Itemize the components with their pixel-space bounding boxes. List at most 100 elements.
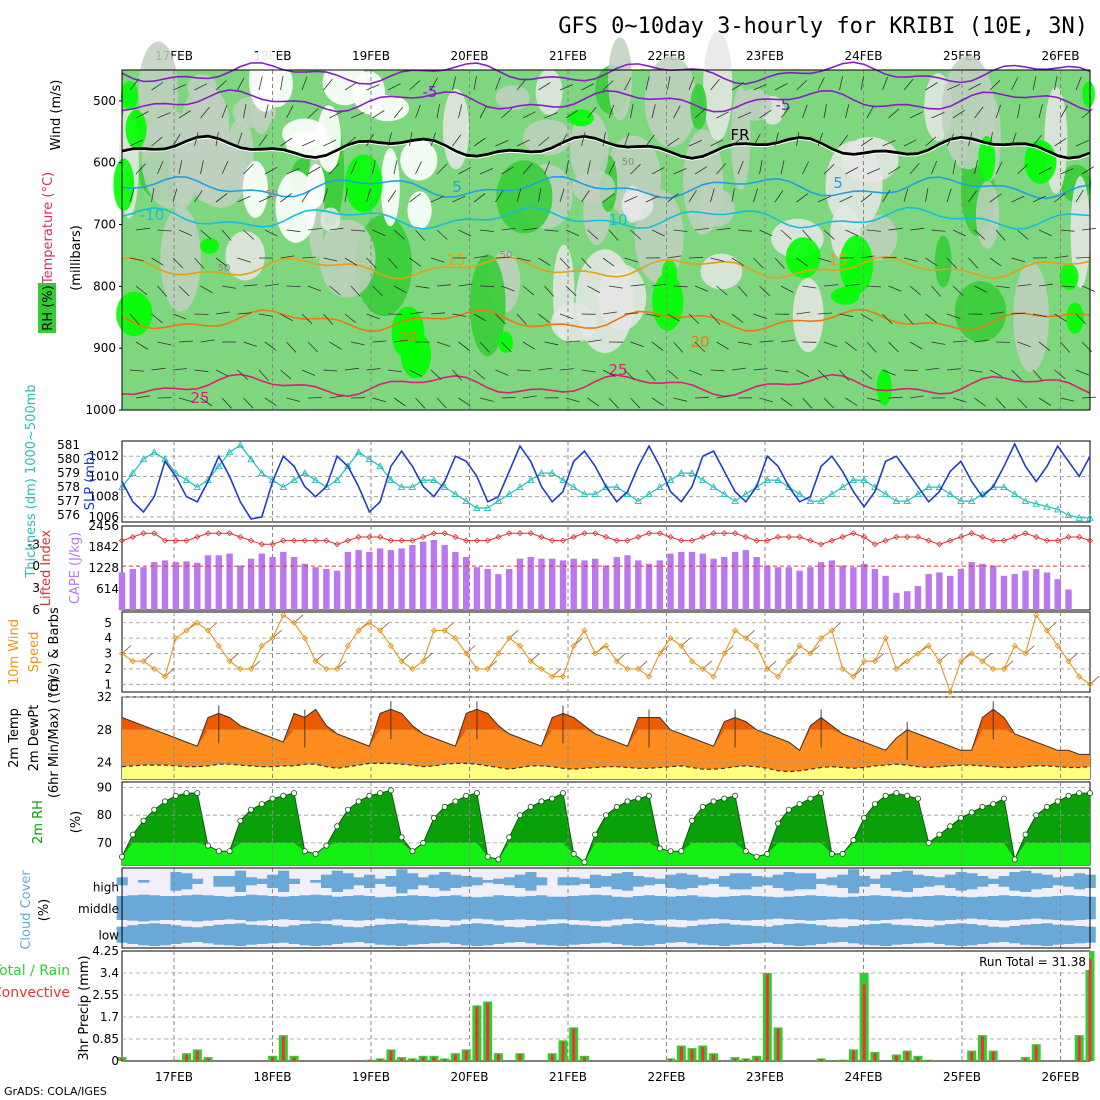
- wind-barb: [1075, 257, 1091, 259]
- rh-point: [732, 792, 739, 799]
- cloud-cell: [837, 874, 849, 888]
- wind-speed-point: [688, 658, 696, 665]
- slp-line: [121, 442, 1091, 520]
- cloud-cell: [805, 924, 817, 946]
- thickness-point: [354, 448, 363, 456]
- wind-barb: [774, 257, 785, 269]
- wind-speed-point: [333, 665, 341, 673]
- rh-point: [452, 798, 459, 805]
- thickness-point: [301, 469, 309, 477]
- wind-speed-point: [409, 665, 416, 673]
- wind-barb: [602, 311, 617, 315]
- wind-barb: [366, 84, 380, 91]
- wind-barb: [559, 188, 565, 203]
- precip-panel-frame: [121, 950, 1091, 1062]
- lifted-index-point: [237, 533, 244, 541]
- cloud-cell: [869, 878, 881, 884]
- wind-barb: [839, 76, 843, 91]
- wind-barb: [759, 397, 774, 403]
- precip-convective-bar: [970, 1051, 974, 1061]
- precip-convective-bar: [271, 1057, 275, 1061]
- wind-speed-point: [452, 635, 459, 642]
- wind-speed-point: [527, 658, 534, 665]
- temperature-contour-25: [121, 373, 1091, 398]
- cloud-cell: [977, 876, 989, 887]
- cloud-cell: [224, 924, 236, 946]
- wind-speed-point: [269, 635, 276, 642]
- cloud-cell: [568, 896, 580, 920]
- thickness-point: [408, 483, 417, 491]
- thickness-point: [914, 490, 922, 498]
- wind-barb: [221, 104, 228, 119]
- wind-barb: [415, 161, 422, 175]
- cloud-cell: [374, 924, 386, 945]
- temperature-contour-freezing-inner: [121, 137, 1091, 161]
- cloud-cell: [977, 925, 989, 944]
- wind-barb: [845, 167, 859, 175]
- wind-tick-label: 5: [104, 616, 112, 630]
- thickness-point: [419, 476, 427, 484]
- wind-barb: [780, 229, 792, 240]
- cloud-panel-frame: [121, 867, 1091, 949]
- rh-point: [506, 834, 513, 841]
- lifted-index-point: [602, 533, 610, 541]
- precip-convective-bar: [421, 1057, 425, 1061]
- cape-bar: [613, 557, 620, 610]
- wind-speed-point: [990, 665, 997, 673]
- wind-barb: [436, 163, 448, 175]
- run-total-text: Run Total = 31.38: [979, 955, 1086, 969]
- wind-barb: [1017, 229, 1029, 240]
- cloud-cell: [353, 895, 365, 921]
- wind-speed-point: [559, 673, 567, 680]
- cloud-cell: [729, 873, 741, 890]
- wind-barb: [1075, 189, 1084, 203]
- cloud-cell: [170, 872, 182, 891]
- wind-barb: [329, 111, 343, 119]
- cloud-cell: [224, 896, 236, 920]
- wind-speed-point: [538, 665, 545, 673]
- wind-speed-point: [914, 650, 922, 657]
- rh-point: [129, 831, 136, 838]
- wind-barb: [1081, 166, 1095, 175]
- wind-barb: [430, 77, 438, 91]
- wind-barb: [903, 139, 917, 147]
- date-label-bottom: 25FEB: [943, 1070, 981, 1084]
- wind-barb: [909, 285, 921, 296]
- wind-barb: [458, 283, 473, 287]
- cloud-cell: [471, 897, 483, 919]
- cape-bar: [882, 575, 889, 610]
- temp-axis-label-2: 2m DewPt: [27, 705, 42, 772]
- wind-barb: [495, 76, 501, 91]
- wind-barb: [845, 341, 857, 351]
- wind-barb: [645, 195, 659, 203]
- wind-barb: [350, 229, 366, 232]
- rh-point: [1065, 792, 1072, 799]
- wind-speed-point: [1076, 673, 1083, 680]
- rh-point: [656, 845, 663, 852]
- rh-contour-region: [700, 253, 743, 290]
- thickness-point: [860, 476, 868, 484]
- cape-bar: [979, 563, 986, 610]
- cloud-cell: [170, 896, 182, 920]
- cloud-cell: [482, 924, 494, 946]
- wind-barb: [688, 369, 703, 376]
- wind-barb: [931, 285, 942, 297]
- contour-label: 5: [833, 174, 843, 192]
- thickness-point: [731, 497, 739, 505]
- wind-barb: [237, 312, 252, 315]
- wind-barb: [995, 104, 1002, 119]
- cloud-cell: [568, 877, 580, 886]
- cloud-level-label: middle: [78, 902, 119, 916]
- lifted-index-point: [732, 530, 739, 537]
- lifted-index-point: [398, 537, 405, 544]
- rh-area-light: [122, 842, 1090, 865]
- wind-barb: [602, 257, 615, 267]
- wind-barb: [1054, 137, 1067, 147]
- pressure-tick-label: 500: [93, 94, 116, 108]
- wind-speed-point: [473, 665, 481, 673]
- lifted-index-point: [312, 537, 319, 544]
- wind-barb: [495, 190, 504, 203]
- wind-barb: [280, 137, 293, 147]
- wind-barb: [608, 161, 616, 175]
- wind-barb: [995, 285, 1010, 289]
